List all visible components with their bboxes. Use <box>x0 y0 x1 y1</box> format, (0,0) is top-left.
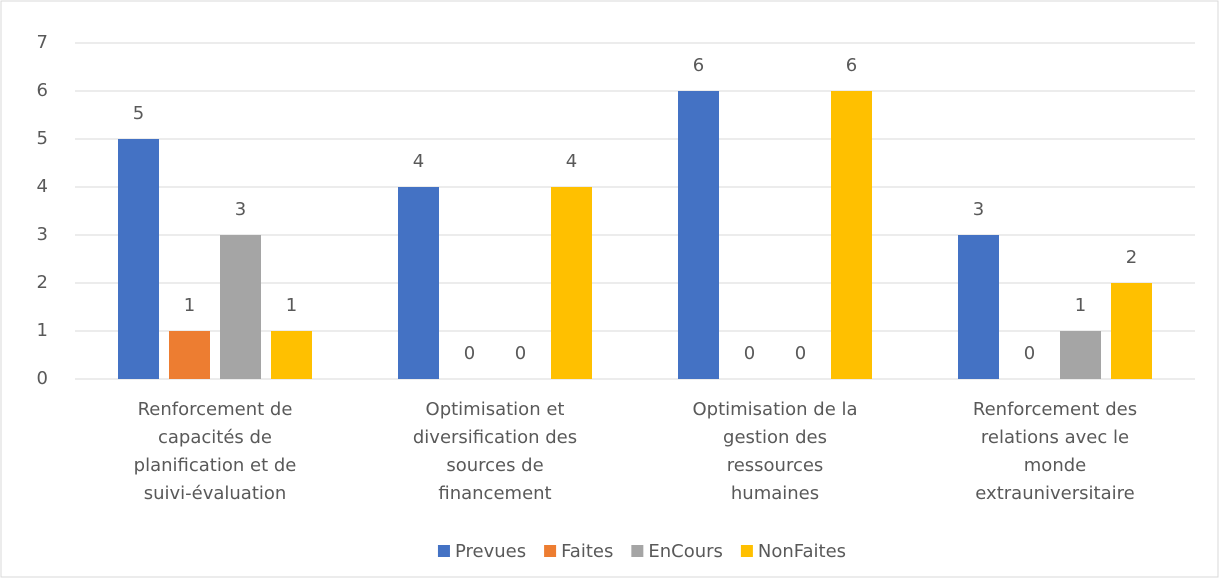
bar <box>220 235 261 379</box>
label-line: monde <box>1024 455 1086 476</box>
bar <box>271 331 312 379</box>
label-line: suivi-évaluation <box>144 483 287 504</box>
data-label: 0 <box>464 343 475 364</box>
data-label: 0 <box>515 343 526 364</box>
y-tick-label: 2 <box>37 272 48 293</box>
data-label: 4 <box>413 151 424 172</box>
x-tick-label: Optimisation et diversification des source… <box>413 399 577 504</box>
label-line: extrauniversitaire <box>975 483 1134 504</box>
data-label: 2 <box>1126 247 1137 268</box>
data-label: 0 <box>744 343 755 364</box>
data-label: 0 <box>1024 343 1035 364</box>
legend-label: EnCours <box>648 541 723 562</box>
bar <box>1060 331 1101 379</box>
legend-label: Prevues <box>455 541 526 562</box>
legend-swatch <box>631 545 644 557</box>
data-label: 1 <box>286 295 297 316</box>
y-tick-label: 7 <box>37 32 48 53</box>
label-line: capacités de <box>158 427 272 448</box>
bar <box>551 187 592 379</box>
legend-swatch <box>437 545 450 557</box>
bar <box>118 139 159 379</box>
data-label: 0 <box>795 343 806 364</box>
y-tick-label: 0 <box>37 368 48 389</box>
x-tick-label: Renforcement des relations avec le monde ex… <box>973 399 1137 504</box>
legend: Prevues Faites EnCours NonFaites <box>437 541 846 562</box>
y-tick-label: 1 <box>37 320 48 341</box>
bar <box>398 187 439 379</box>
label-line: sources de <box>446 455 543 476</box>
data-label: 5 <box>133 103 144 124</box>
data-label: 6 <box>693 55 704 76</box>
x-tick-label: Optimisation de la gestion des ressources h… <box>692 399 857 504</box>
data-label: 4 <box>566 151 577 172</box>
bar <box>169 331 210 379</box>
bar <box>678 91 719 379</box>
label-line: Renforcement de <box>138 399 293 420</box>
bar <box>1111 283 1152 379</box>
label-line: financement <box>438 483 551 504</box>
label-line: ressources <box>727 455 824 476</box>
y-tick-label: 5 <box>37 128 48 149</box>
bar <box>958 235 999 379</box>
label-line: gestion des <box>723 427 827 448</box>
legend-label: NonFaites <box>758 541 846 562</box>
legend-swatch <box>544 545 557 557</box>
y-tick-label: 3 <box>37 224 48 245</box>
bar <box>831 91 872 379</box>
label-line: humaines <box>731 483 819 504</box>
legend-label: Faites <box>561 541 613 562</box>
legend-swatch <box>740 545 753 557</box>
label-line: Renforcement des <box>973 399 1137 420</box>
data-label: 3 <box>235 199 246 220</box>
label-line: Optimisation de la <box>692 399 857 420</box>
data-label: 3 <box>973 199 984 220</box>
x-tick-label: Renforcement de capacités de planification… <box>134 399 297 504</box>
y-tick-label: 4 <box>37 176 48 197</box>
data-label: 1 <box>184 295 195 316</box>
label-line: diversification des <box>413 427 577 448</box>
data-label: 1 <box>1075 295 1086 316</box>
y-tick-label: 6 <box>37 80 48 101</box>
label-line: planification et de <box>134 455 297 476</box>
data-label: 6 <box>846 55 857 76</box>
label-line: Optimisation et <box>426 399 565 420</box>
label-line: relations avec le <box>981 427 1129 448</box>
